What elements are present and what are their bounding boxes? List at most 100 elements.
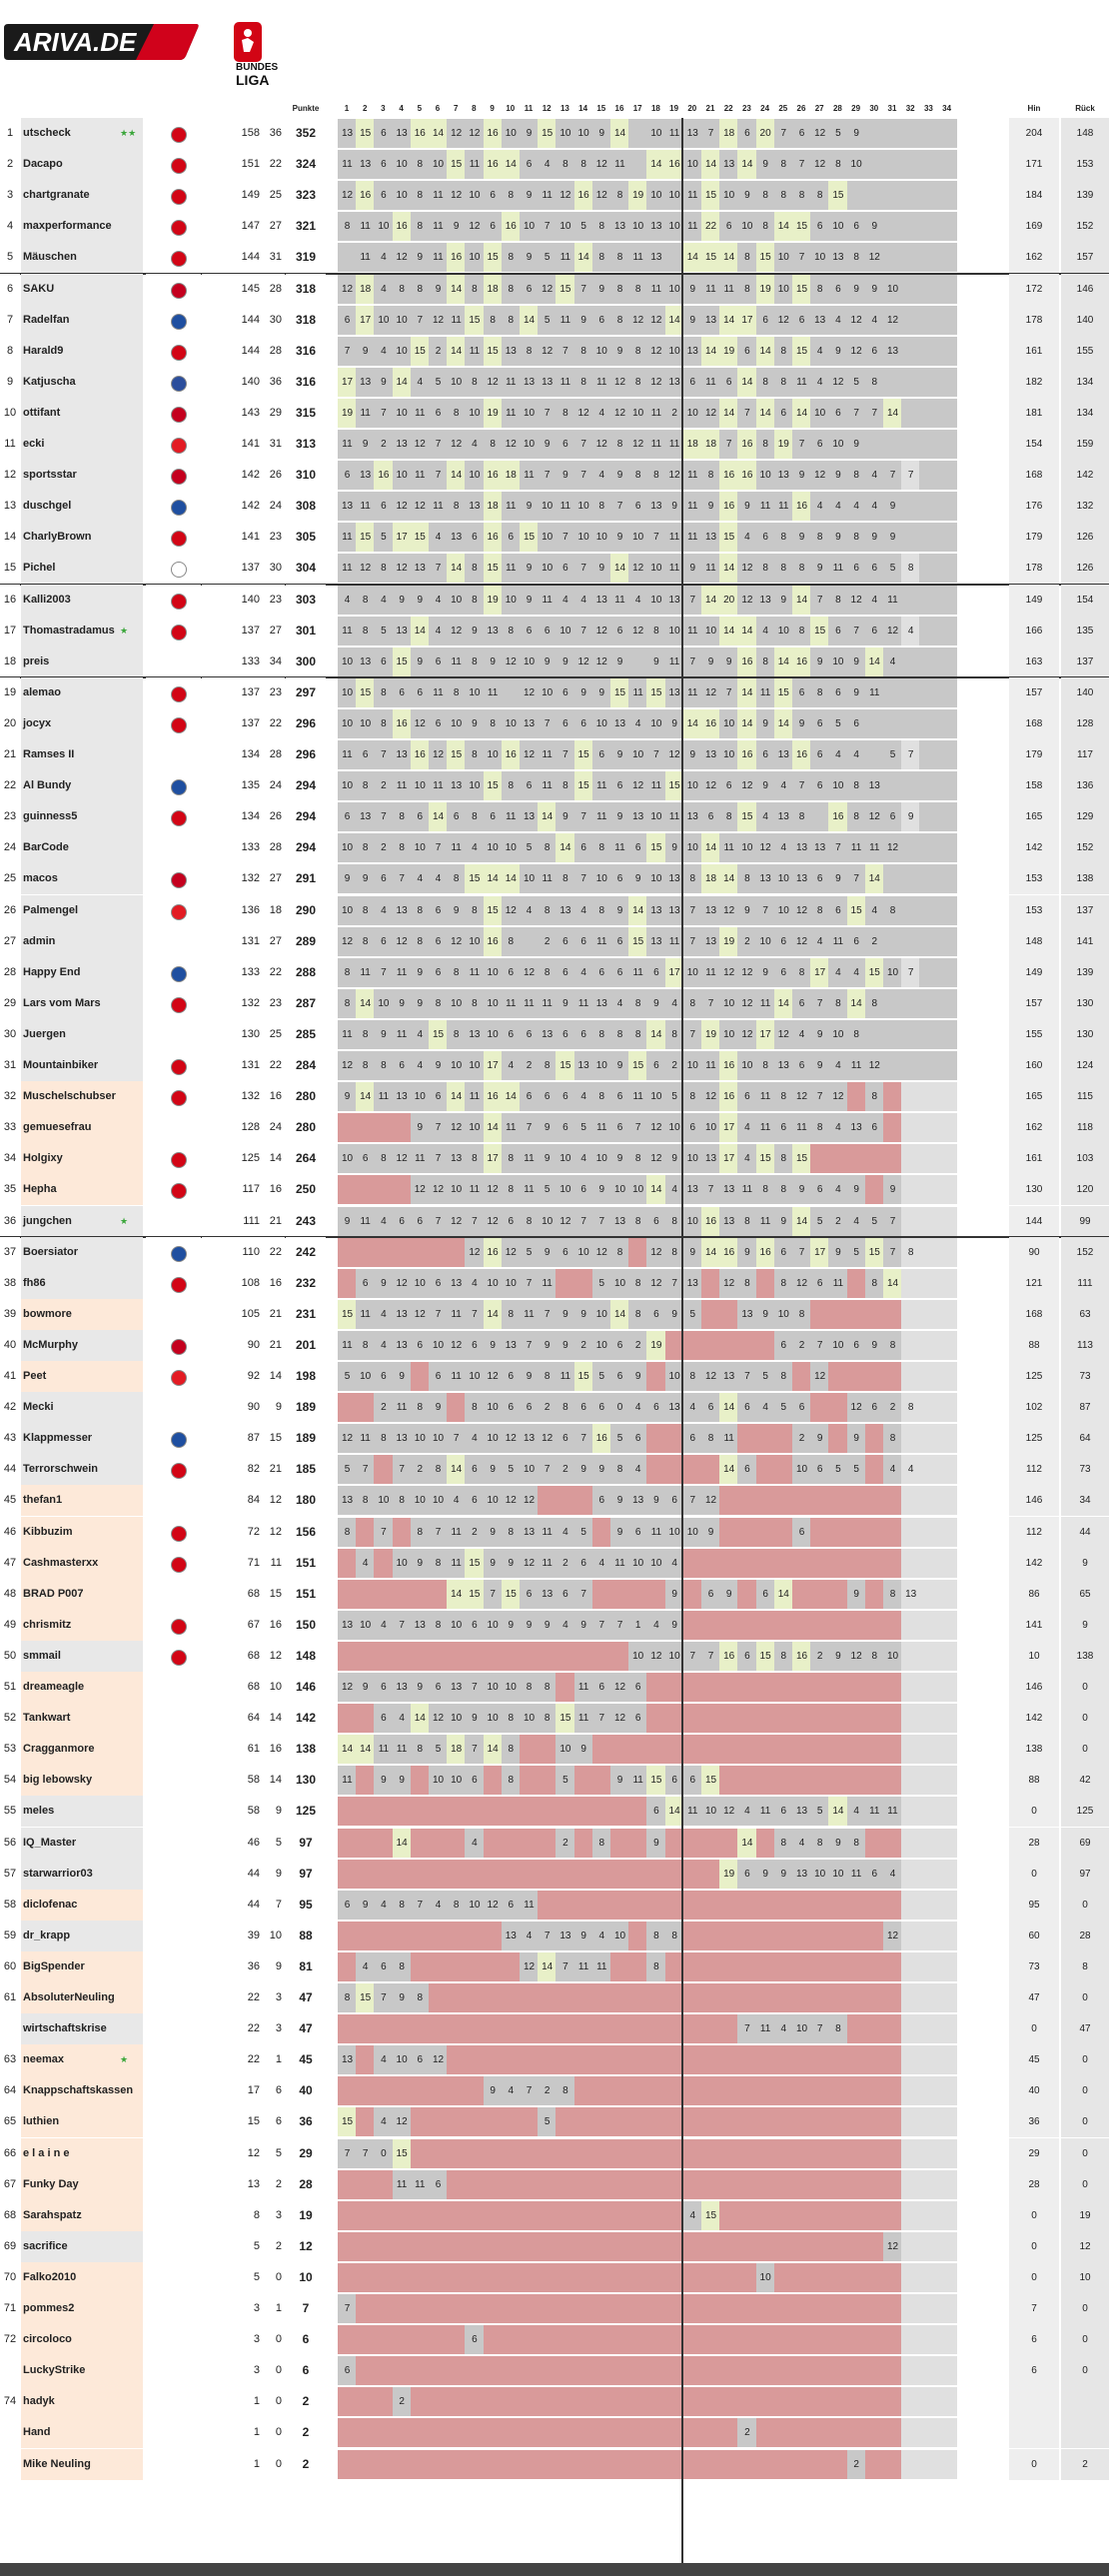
- player-name[interactable]: IQ_Master: [21, 1827, 143, 1859]
- table-row[interactable]: 2 Dacapo 151 22 324 11 13 6 10 8 10 15 11 16 14 6 4 8 8 12 1…: [0, 149, 1109, 181]
- player-name[interactable]: utscheck: [21, 118, 143, 149]
- table-row[interactable]: 39 bowmore 105 21 231 15 11 4 13 12 7 11 7 14 8 11 7 9 9 10…: [0, 1298, 1109, 1330]
- table-row[interactable]: 9 Katjuscha 140 36 316 17 13 9 14 4 5 10 8 12 11 13 13 11…: [0, 366, 1109, 398]
- ariva-logo[interactable]: ARIVA.DE: [4, 22, 200, 62]
- table-row[interactable]: 32 Muschelschubser 132 16 280 9 14 11 13 10 6 14 11 1…: [0, 1081, 1109, 1113]
- player-name[interactable]: Kibbuzim: [21, 1516, 143, 1548]
- table-row[interactable]: 19 alemao 137 23 297 10 15 8 6 6 11 8 10 11 12 10 6 9 9 15 1…: [0, 676, 1109, 708]
- table-row[interactable]: 6 SAKU 145 28 318 12 18 4 8 8 9 14 8 18 8 6 12 15 7 9 8 8 11 10…: [0, 273, 1109, 305]
- table-row[interactable]: 4 maxperformance 147 27 321 8 11 10 16 8 11 9 12 6 16 1…: [0, 211, 1109, 243]
- table-row[interactable]: 14 CharlyBrown 141 23 305 11 15 5 17 15 4 13 6 16 6 15 1…: [0, 522, 1109, 554]
- player-name[interactable]: chartgranate: [21, 180, 143, 212]
- player-name[interactable]: fh86: [21, 1267, 143, 1299]
- player-name[interactable]: Al Bundy: [21, 770, 143, 802]
- table-row[interactable]: 28 Happy End 133 22 288 8 11 7 11 9 6 8 11 10 6 12 8 6 4 6 6…: [0, 956, 1109, 988]
- table-row[interactable]: 30 Juergen 130 25 285 11 8 9 11 4 15 8 13 10 6 6 13 6 6 8 8 8…: [0, 1018, 1109, 1050]
- player-name[interactable]: neemax: [21, 2044, 143, 2076]
- player-name[interactable]: Funky Day: [21, 2168, 143, 2200]
- player-name[interactable]: Ramses II: [21, 739, 143, 770]
- table-row[interactable]: Hand 1 0 2 2: [0, 2417, 1109, 2449]
- table-row[interactable]: 74 hadyk 1 0 2 2: [0, 2386, 1109, 2418]
- player-name[interactable]: e l a i n e: [21, 2137, 143, 2169]
- table-row[interactable]: 60 BigSpender 36 9 81 4 6 8 12 14 7 11 11 8 73 8: [0, 1950, 1109, 1982]
- table-row[interactable]: 23 guinness5 134 26 294 6 13 7 8 6 14 6 8 6 11 13 14 9 7 11…: [0, 801, 1109, 833]
- table-row[interactable]: 40 McMurphy 90 21 201 11 8 4 13 6 10 12 6 9 13 7 9 9 2 10 6 2…: [0, 1329, 1109, 1361]
- table-row[interactable]: 66 e l a i n e 12 5 29 7 7 0 15 29 0: [0, 2137, 1109, 2169]
- table-row[interactable]: 13 duschgel 142 24 308 13 11 6 12 12 11 8 13 18 11 9 10 1…: [0, 491, 1109, 523]
- table-row[interactable]: 22 Al Bundy 135 24 294 10 8 2 11 10 11 13 10 15 8 6 11 8 1…: [0, 770, 1109, 802]
- player-name[interactable]: Cashmasterxx: [21, 1547, 143, 1579]
- table-row[interactable]: 7 Radelfan 144 30 318 6 17 10 10 7 12 11 15 8 8 14 5 11 9 6…: [0, 304, 1109, 336]
- player-name[interactable]: circoloco: [21, 2324, 143, 2356]
- table-row[interactable]: 70 Falko2010 5 0 10 10 0 10: [0, 2261, 1109, 2293]
- player-name[interactable]: LuckyStrike: [21, 2355, 143, 2387]
- player-name[interactable]: Klappmesser: [21, 1423, 143, 1455]
- player-name[interactable]: Mike Neuling: [21, 2448, 143, 2480]
- player-name[interactable]: Happy End: [21, 956, 143, 988]
- player-name[interactable]: maxperformance: [21, 211, 143, 243]
- table-row[interactable]: 25 macos 132 27 291 9 9 6 7 4 4 8 15 14 14 10 11 8 7 10 6 9 10…: [0, 863, 1109, 895]
- table-row[interactable]: 3 chartgranate 149 25 323 12 16 6 10 8 11 12 10 6 8 9 11…: [0, 180, 1109, 212]
- player-name[interactable]: starwarrior03: [21, 1858, 143, 1890]
- table-row[interactable]: 8 Harald9 144 28 316 7 9 4 10 15 2 14 11 15 13 8 12 7 8 10 9…: [0, 335, 1109, 367]
- table-row[interactable]: 51 dreameagle 68 10 146 12 9 6 13 9 6 13 7 10 10 8 8 11 6 1…: [0, 1672, 1109, 1703]
- table-row[interactable]: 47 Cashmasterxx 71 11 151 4 10 9 8 11 15 9 9 12 11 2 6 4 1…: [0, 1547, 1109, 1579]
- player-name[interactable]: Radelfan: [21, 304, 143, 336]
- table-row[interactable]: 50 smmail 68 12 148 10 12 10 7 7 16 6 15 8 16 2 9 12 8 10 10…: [0, 1640, 1109, 1672]
- table-row[interactable]: 63 neemax ★ 22 1 45 13 4 10 6 12 45 0: [0, 2044, 1109, 2076]
- table-row[interactable]: 43 Klappmesser 87 15 189 12 11 8 13 10 10 7 4 10 12 13 1…: [0, 1423, 1109, 1455]
- player-name[interactable]: McMurphy: [21, 1329, 143, 1361]
- table-row[interactable]: LuckyStrike 3 0 6 6 6 0: [0, 2355, 1109, 2387]
- player-name[interactable]: admin: [21, 925, 143, 957]
- table-row[interactable]: wirtschaftskrise 22 3 47 7 11 4 10 7 8 0 47: [0, 2013, 1109, 2045]
- player-name[interactable]: Palmengel: [21, 894, 143, 926]
- player-name[interactable]: wirtschaftskrise: [21, 2013, 143, 2045]
- table-row[interactable]: 42 Mecki 90 9 189 2 11 8 9 8 10 6 6 2 8 6 6 0 4 6 13 4 6 14 6 4 5 6…: [0, 1392, 1109, 1424]
- table-row[interactable]: 71 pommes2 3 1 7 7 7 0: [0, 2293, 1109, 2324]
- player-name[interactable]: Mountainbiker: [21, 1050, 143, 1081]
- table-row[interactable]: 12 sportsstar 142 26 310 6 13 16 10 11 7 14 10 16 18 11…: [0, 460, 1109, 492]
- table-row[interactable]: 48 BRAD P007 68 15 151 14 15 7 15 6 13 6 7 9 6 9 6 14 9 8 13…: [0, 1578, 1109, 1610]
- player-name[interactable]: big lebowsky: [21, 1765, 143, 1797]
- player-name[interactable]: Thomastradamus: [21, 615, 143, 646]
- table-row[interactable]: 68 Sarahspatz 8 3 19 4 15 0 19: [0, 2199, 1109, 2231]
- player-name[interactable]: Kalli2003: [21, 584, 143, 616]
- table-row[interactable]: 37 Boersiator 110 22 242 12 16 12 5 9 6 10 12 8 12 8 9 14…: [0, 1236, 1109, 1268]
- player-name[interactable]: duschgel: [21, 491, 143, 523]
- player-name[interactable]: dr_krapp: [21, 1920, 143, 1951]
- player-name[interactable]: Falko2010: [21, 2261, 143, 2293]
- player-name[interactable]: Pichel: [21, 553, 143, 585]
- player-name[interactable]: thefan1: [21, 1485, 143, 1517]
- table-row[interactable]: 61 AbsoluterNeuling 22 3 47 8 15 7 9 8 47 0: [0, 1982, 1109, 2013]
- bundesliga-logo[interactable]: [234, 22, 294, 98]
- table-row[interactable]: 58 diclofenac 44 7 95 6 9 4 8 7 4 8 10 12 6 11 95 0: [0, 1889, 1109, 1921]
- player-name[interactable]: dreameagle: [21, 1672, 143, 1703]
- table-row[interactable]: 45 thefan1 84 12 180 13 8 10 8 10 10 4 6 10 12 12 6 9 13 9 6…: [0, 1485, 1109, 1517]
- player-name[interactable]: Knappschaftskassen: [21, 2075, 143, 2107]
- table-row[interactable]: 38 fh86 108 16 232 6 9 12 10 6 13 4 10 10 7 11 5 10 8 12 7 13…: [0, 1267, 1109, 1299]
- table-row[interactable]: 15 Pichel 137 30 304 11 12 8 12 13 7 14 8 15 11 9 10 6 7 9 1…: [0, 553, 1109, 585]
- player-name[interactable]: Harald9: [21, 335, 143, 367]
- player-name[interactable]: smmail: [21, 1640, 143, 1672]
- table-row[interactable]: 17 Thomastradamus ★ 137 27 301 11 8 5 13 14 4 12 9 13 8…: [0, 615, 1109, 646]
- table-row[interactable]: 35 Hepha 117 16 250 12 12 10 11 12 8 11 5 10 6 9 10 10 14 4…: [0, 1174, 1109, 1206]
- player-name[interactable]: Tankwart: [21, 1703, 143, 1735]
- player-name[interactable]: AbsoluterNeuling: [21, 1982, 143, 2013]
- player-name[interactable]: Dacapo: [21, 149, 143, 181]
- table-row[interactable]: 56 IQ_Master 46 5 97 14 4 2 8 9 14 8 4 8 9 8 28 69: [0, 1827, 1109, 1859]
- table-row[interactable]: 26 Palmengel 136 18 290 10 8 4 13 8 6 9 8 15 12 4 8 13 4 8 9…: [0, 894, 1109, 926]
- player-name[interactable]: SAKU: [21, 273, 143, 305]
- table-row[interactable]: Mike Neuling 1 0 2 2 0 2: [0, 2448, 1109, 2480]
- table-row[interactable]: 41 Peet 92 14 198 5 10 6 9 6 11 10 12 6 9 8 11 15 5 6 9 10 8 12…: [0, 1361, 1109, 1392]
- player-name[interactable]: Peet: [21, 1361, 143, 1392]
- player-name[interactable]: Sarahspatz: [21, 2199, 143, 2231]
- player-name[interactable]: alemao: [21, 676, 143, 708]
- player-name[interactable]: macos: [21, 863, 143, 895]
- player-name[interactable]: Terrorschwein: [21, 1454, 143, 1486]
- player-name[interactable]: BRAD P007: [21, 1578, 143, 1610]
- table-row[interactable]: 10 ottifant 143 29 315 19 11 7 10 11 6 8 10 19 11 10 7 8 1…: [0, 397, 1109, 429]
- player-name[interactable]: preis: [21, 645, 143, 677]
- table-row[interactable]: 24 BarCode 133 28 294 10 8 2 8 10 7 11 4 10 10 5 8 14 6 8 11…: [0, 832, 1109, 864]
- table-row[interactable]: 57 starwarrior03 44 9 97 19 6 9 9 13 10 10 11 6 4 0 97: [0, 1858, 1109, 1890]
- player-name[interactable]: BigSpender: [21, 1950, 143, 1982]
